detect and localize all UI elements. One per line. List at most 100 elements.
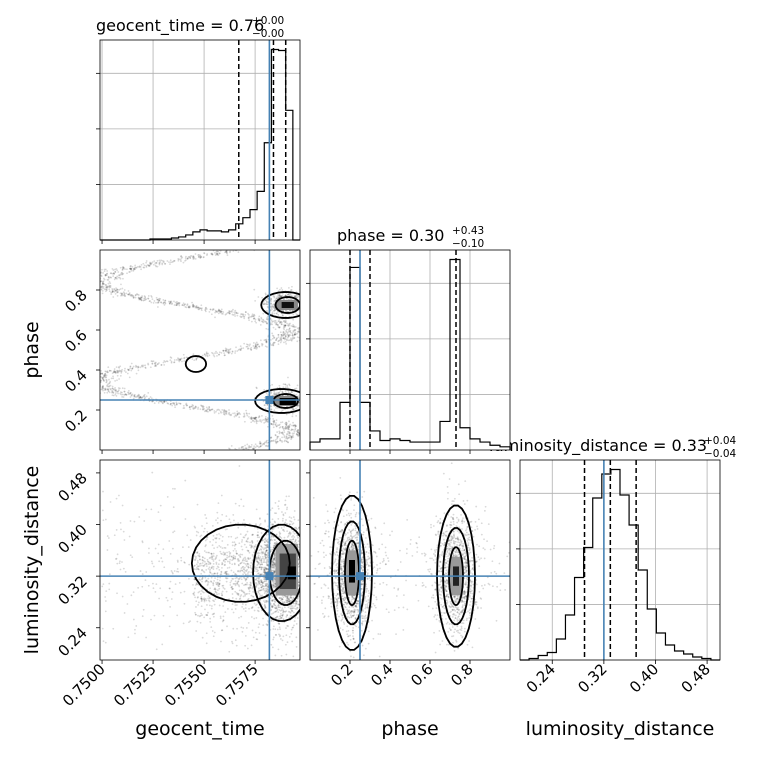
sample-point [120, 294, 123, 296]
sample-point [300, 539, 302, 541]
sample-point [263, 547, 266, 550]
sample-point [105, 286, 107, 289]
sample-point [250, 348, 253, 351]
sample-point [302, 602, 304, 604]
sample-point [216, 409, 218, 412]
sample-point [249, 541, 251, 544]
sample-point [251, 447, 254, 450]
sample-point [286, 641, 289, 644]
sample-point [250, 421, 253, 424]
sample-point [149, 263, 152, 265]
sample-point [129, 391, 132, 394]
sample-point [272, 528, 275, 531]
sample-point [270, 605, 273, 608]
sample-point [273, 307, 276, 310]
sample-point [304, 603, 306, 605]
sample-point [126, 372, 129, 375]
sample-point [203, 252, 206, 255]
sample-point [197, 254, 200, 256]
sample-point [266, 590, 269, 593]
sample-point [279, 536, 282, 538]
sample-point [264, 553, 267, 556]
sample-point [103, 283, 105, 285]
sample-point [284, 319, 287, 322]
sample-point [88, 374, 90, 376]
sample-point [302, 304, 304, 306]
sample-point [208, 408, 211, 411]
sample-point [118, 274, 121, 277]
sample-point [260, 343, 263, 345]
sample-point [264, 404, 266, 406]
sample-point [287, 425, 290, 427]
sample-point [271, 560, 274, 563]
sample-point [112, 290, 114, 293]
sample-point [200, 598, 203, 600]
sample-point [163, 401, 165, 404]
sample-point [205, 410, 208, 413]
sample-point [100, 288, 103, 290]
sample-point [214, 311, 217, 314]
sample-point [233, 311, 236, 314]
sample-point [92, 389, 94, 391]
sample-point [271, 599, 274, 602]
sample-point [215, 253, 218, 256]
sample-point [291, 626, 294, 629]
sample-point [201, 559, 204, 562]
sample-point [249, 566, 252, 569]
sample-point [103, 387, 105, 390]
sample-point [191, 358, 194, 360]
sample-point [94, 388, 96, 390]
sample-point [260, 568, 263, 570]
sample-point [258, 566, 261, 569]
sample-point [202, 408, 204, 411]
sample-point [232, 556, 235, 559]
sample-point [212, 308, 214, 311]
sample-point [296, 434, 299, 436]
sample-point [212, 352, 214, 355]
sample-point [306, 407, 308, 409]
sample-point [245, 409, 248, 412]
sample-point [303, 589, 305, 591]
sample-point [280, 295, 282, 297]
sample-point [274, 604, 277, 607]
sample-point [278, 318, 281, 321]
sample-point [197, 255, 200, 258]
sample-point [201, 590, 204, 593]
sample-point [261, 296, 264, 299]
sample-point [254, 320, 257, 323]
sample-point [116, 371, 119, 373]
sample-point [283, 601, 286, 603]
sample-point [292, 428, 295, 431]
sample-point [266, 303, 269, 306]
sample-point [303, 566, 305, 568]
sample-point [267, 421, 269, 424]
sample-point [256, 579, 259, 582]
sample-point [282, 332, 285, 335]
sample-point [250, 644, 253, 647]
sample-point [277, 324, 279, 327]
sample-point [284, 332, 286, 335]
sample-point [263, 604, 266, 607]
sample-point [253, 602, 256, 605]
sample-point [306, 339, 308, 341]
sample-point [289, 289, 292, 292]
sample-point [119, 288, 122, 290]
sample-point [249, 347, 252, 350]
sample-point [109, 286, 112, 288]
sample-point [214, 572, 217, 575]
sample-point [283, 435, 286, 437]
sample-point [240, 589, 243, 592]
sample-point [274, 539, 277, 541]
sample-point [272, 562, 275, 564]
sample-point [285, 331, 288, 333]
sample-point [273, 611, 276, 613]
sample-point [257, 561, 260, 564]
sample-point [208, 561, 211, 564]
sample-point [289, 330, 291, 333]
sample-point [212, 599, 214, 602]
sample-point [209, 409, 212, 412]
sample-point [274, 617, 277, 620]
sample-point [179, 402, 182, 405]
sample-point [283, 333, 286, 336]
sample-point [249, 557, 252, 560]
